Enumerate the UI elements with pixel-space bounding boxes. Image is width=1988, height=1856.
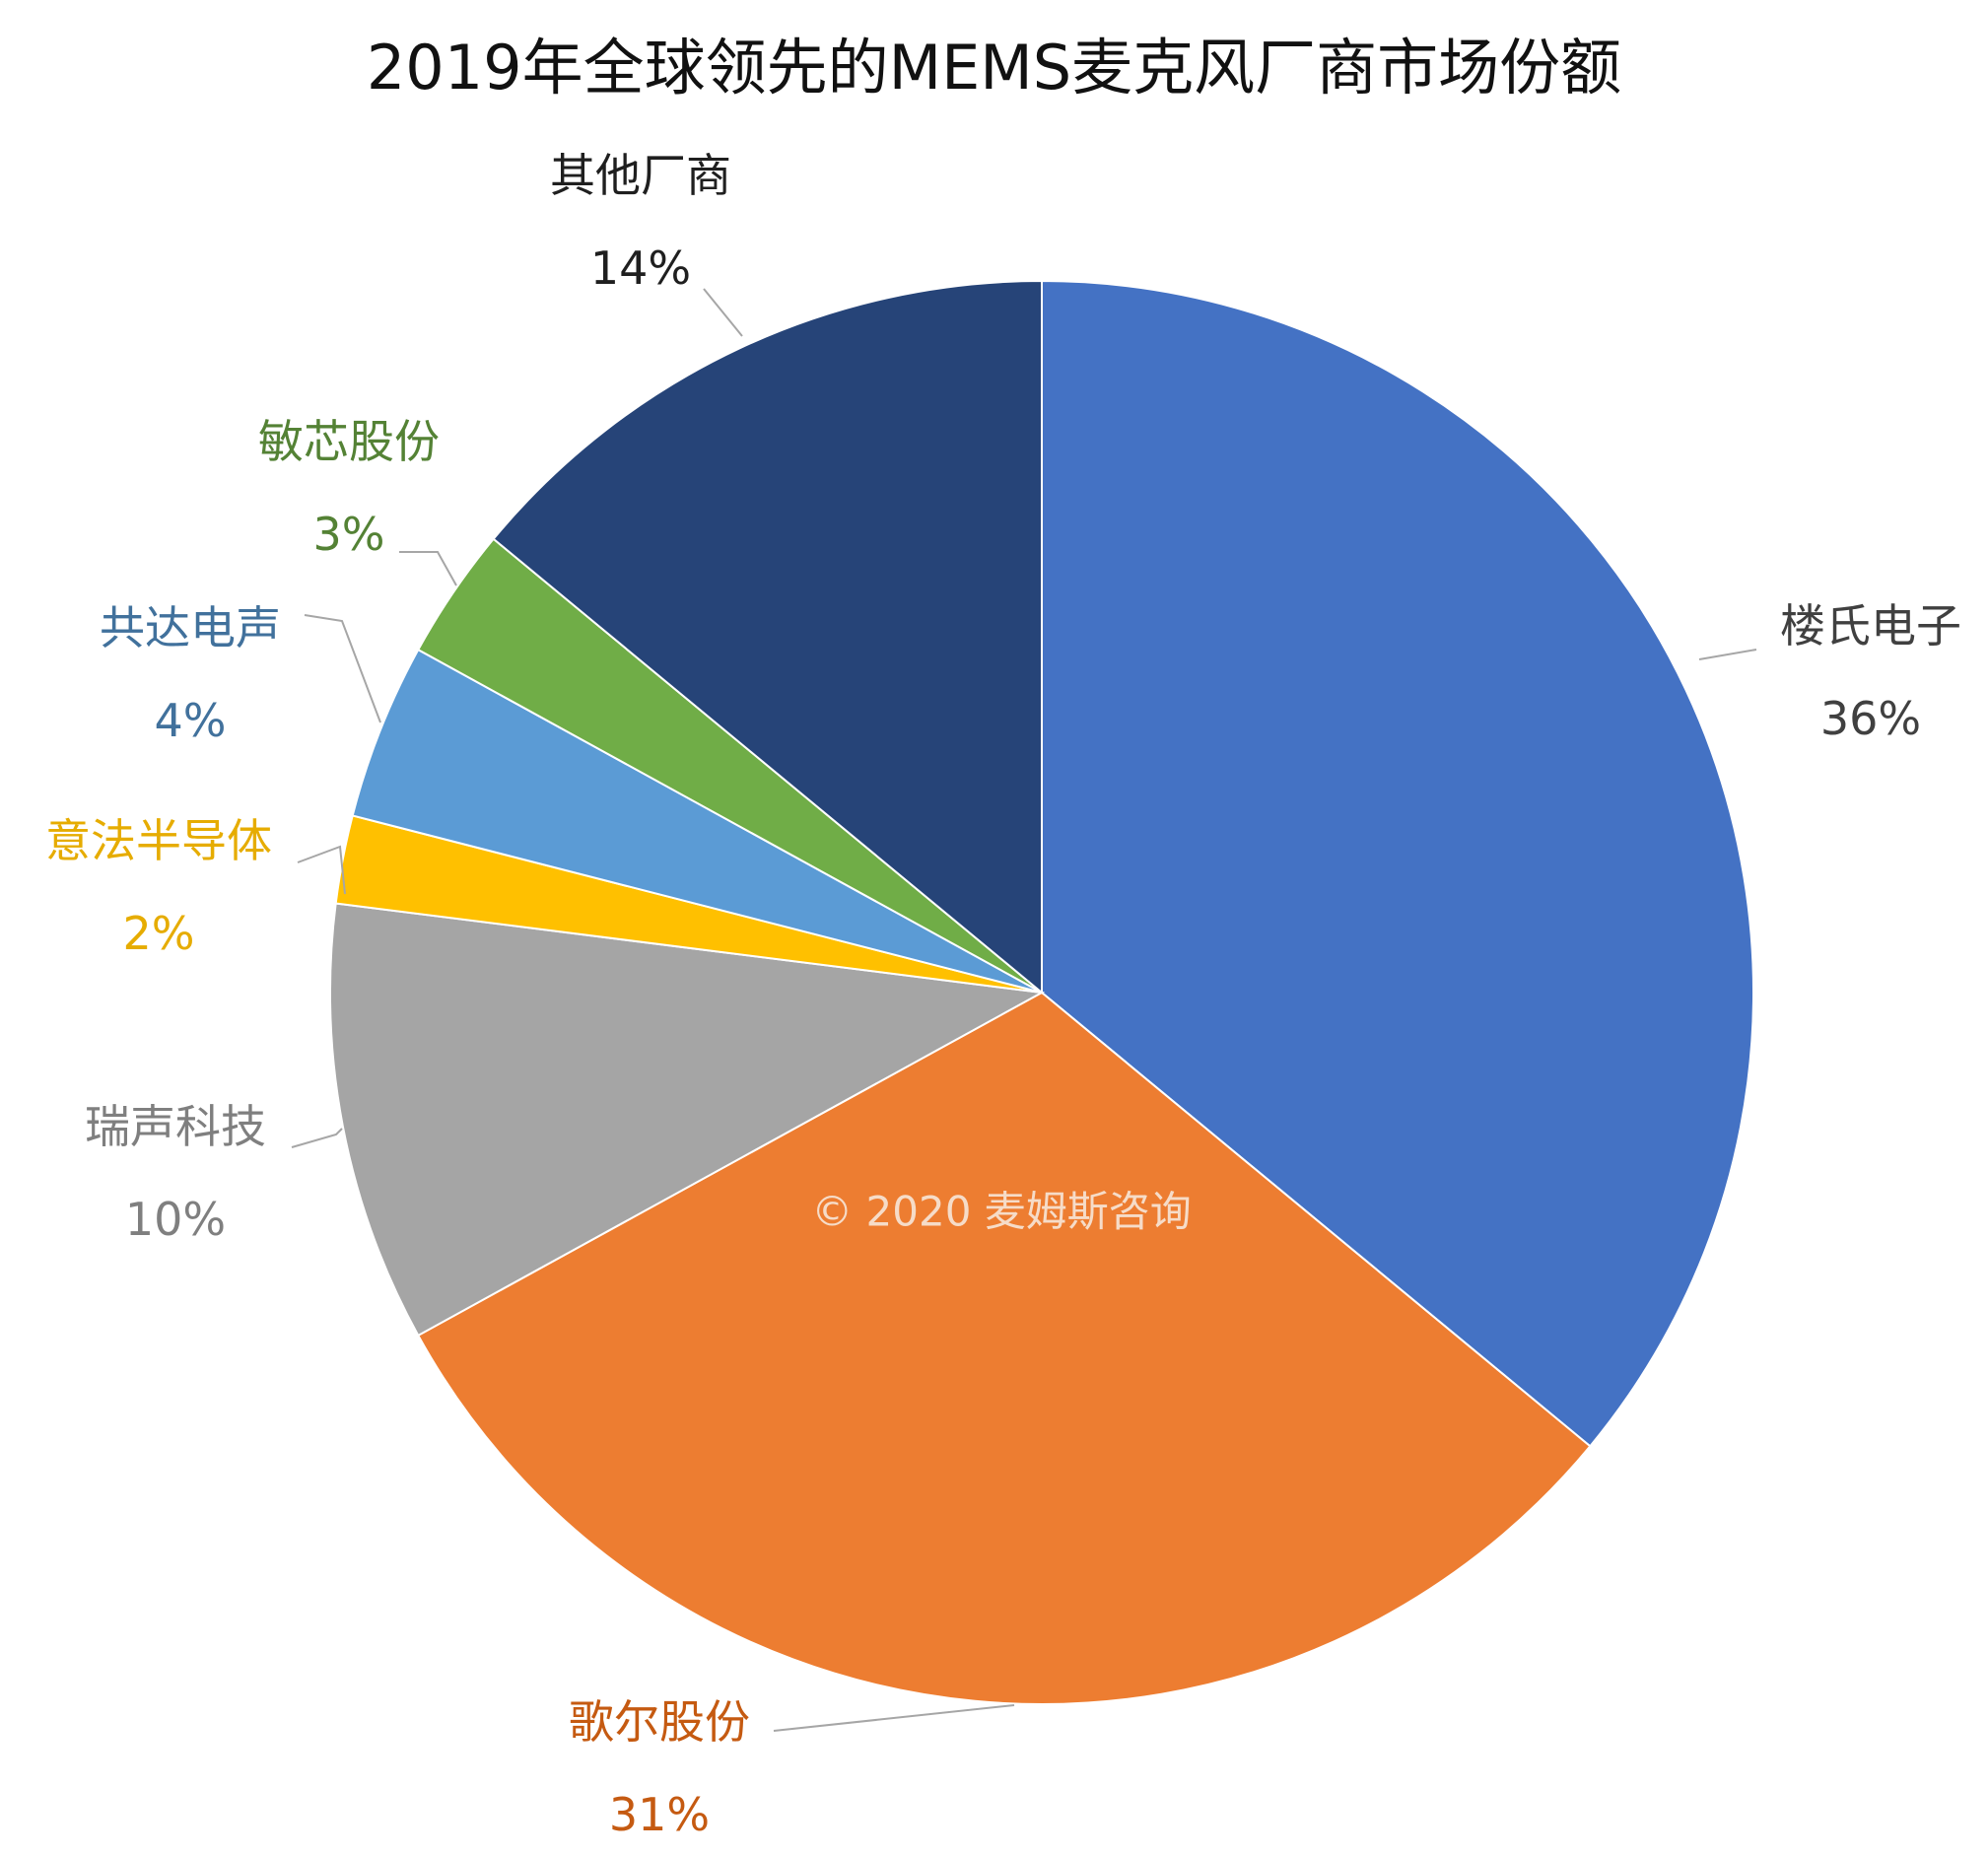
pie-slice-6 [492,279,1043,996]
data-label-value: 10% [124,1193,227,1246]
data-label-1: 歌尔股份 31% [569,1699,750,1837]
data-label-value: 31% [608,1788,711,1841]
data-label-value: 4% [154,694,227,747]
data-label-6: 其他厂商 14% [550,153,731,291]
data-label-name: 其他厂商 [550,149,731,202]
pie-slice-2 [329,902,1046,1338]
leader-line-3 [297,845,346,895]
data-label-name: 楼氏电子 [1780,599,1961,653]
data-label-value: 3% [312,508,385,561]
data-label-2: 瑞声科技 10% [85,1104,266,1242]
data-label-5: 敏芯股份 3% [258,419,440,557]
data-label-4: 共达电声 4% [100,605,281,743]
data-label-name: 敏芯股份 [258,415,440,468]
pie-slice-0 [1041,279,1754,1448]
data-label-value: 14% [589,241,692,295]
leader-line-4 [304,614,381,723]
leader-line-1 [773,1704,1015,1732]
leader-line-0 [1698,649,1757,660]
data-label-name: 瑞声科技 [85,1100,266,1153]
data-label-3: 意法半导体 2% [45,818,272,956]
pie-slice-1 [416,991,1592,1705]
chart-title: 2019年全球领先的MEMS麦克风厂商市场份额 [366,32,1622,103]
leader-line-5 [399,551,457,586]
data-label-value: 2% [122,907,195,960]
data-label-0: 楼氏电子 36% [1780,603,1961,741]
leader-line-6 [703,288,743,337]
leader-line-2 [291,1128,343,1148]
data-label-name: 意法半导体 [45,814,272,867]
data-label-value: 36% [1819,692,1922,745]
watermark: © 2020 麦姆斯咨询 [811,1187,1192,1236]
data-label-name: 歌尔股份 [569,1695,750,1749]
pie-slice-4 [351,648,1043,994]
data-label-name: 共达电声 [100,601,281,654]
